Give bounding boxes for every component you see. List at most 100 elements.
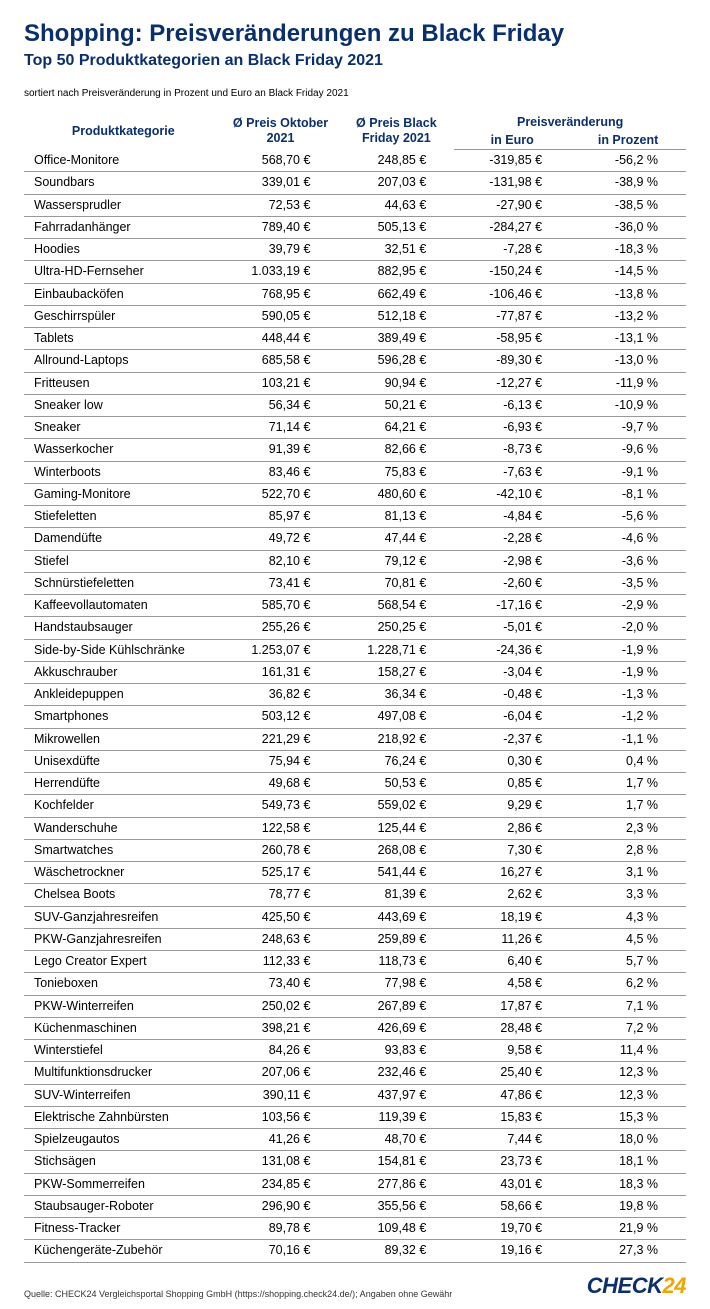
table-row: Staubsauger-Roboter296,90 €355,56 €58,66… xyxy=(24,1195,686,1217)
cell-value: 82,66 € xyxy=(338,439,454,461)
cell-value: -89,30 € xyxy=(454,350,570,372)
cell-value: 9,58 € xyxy=(454,1040,570,1062)
cell-value: 83,46 € xyxy=(223,461,339,483)
cell-value: -1,2 % xyxy=(570,706,686,728)
cell-category: Damendüfte xyxy=(24,528,223,550)
cell-category: Einbaubacköfen xyxy=(24,283,223,305)
cell-value: -1,1 % xyxy=(570,728,686,750)
cell-category: Fritteusen xyxy=(24,372,223,394)
table-row: Spielzeugautos41,26 €48,70 €7,44 €18,0 % xyxy=(24,1129,686,1151)
cell-category: Winterstiefel xyxy=(24,1040,223,1062)
table-row: Damendüfte49,72 €47,44 €-2,28 €-4,6 % xyxy=(24,528,686,550)
cell-category: SUV-Ganzjahresreifen xyxy=(24,906,223,928)
cell-value: 77,98 € xyxy=(338,973,454,995)
cell-value: 32,51 € xyxy=(338,239,454,261)
table-row: Allround-Laptops685,58 €596,28 €-89,30 €… xyxy=(24,350,686,372)
table-row: Wanderschuhe122,58 €125,44 €2,86 €2,3 % xyxy=(24,817,686,839)
cell-value: 207,03 € xyxy=(338,172,454,194)
table-row: Chelsea Boots78,77 €81,39 €2,62 €3,3 % xyxy=(24,884,686,906)
cell-category: Smartwatches xyxy=(24,839,223,861)
cell-value: 218,92 € xyxy=(338,728,454,750)
header-change-euro: in Euro xyxy=(454,131,570,150)
cell-value: 789,40 € xyxy=(223,216,339,238)
cell-value: 596,28 € xyxy=(338,350,454,372)
cell-value: 248,85 € xyxy=(338,150,454,172)
cell-category: Tonieboxen xyxy=(24,973,223,995)
cell-value: 103,56 € xyxy=(223,1106,339,1128)
cell-value: -38,5 % xyxy=(570,194,686,216)
cell-value: 15,83 € xyxy=(454,1106,570,1128)
cell-value: 1.033,19 € xyxy=(223,261,339,283)
price-table: Produktkategorie Ø Preis Oktober 2021 Ø … xyxy=(24,113,686,1263)
cell-value: -6,93 € xyxy=(454,417,570,439)
cell-value: 590,05 € xyxy=(223,305,339,327)
cell-value: 17,87 € xyxy=(454,995,570,1017)
cell-value: 73,40 € xyxy=(223,973,339,995)
cell-value: 64,21 € xyxy=(338,417,454,439)
cell-value: -9,1 % xyxy=(570,461,686,483)
cell-category: Stiefel xyxy=(24,550,223,572)
cell-value: -1,3 % xyxy=(570,684,686,706)
logo-text-check: CHECK xyxy=(587,1273,663,1299)
cell-value: 448,44 € xyxy=(223,328,339,350)
cell-category: Office-Monitore xyxy=(24,150,223,172)
cell-category: Lego Creator Expert xyxy=(24,951,223,973)
cell-category: Wäschetrockner xyxy=(24,862,223,884)
cell-value: 85,97 € xyxy=(223,506,339,528)
cell-value: 12,3 % xyxy=(570,1084,686,1106)
cell-category: Akkuschrauber xyxy=(24,661,223,683)
table-row: PKW-Ganzjahresreifen248,63 €259,89 €11,2… xyxy=(24,928,686,950)
cell-value: 47,44 € xyxy=(338,528,454,550)
table-row: Kaffeevollautomaten585,70 €568,54 €-17,1… xyxy=(24,595,686,617)
cell-value: -24,36 € xyxy=(454,639,570,661)
cell-value: -106,46 € xyxy=(454,283,570,305)
cell-value: 4,5 % xyxy=(570,928,686,950)
cell-value: 27,3 % xyxy=(570,1240,686,1262)
cell-category: Hoodies xyxy=(24,239,223,261)
table-row: Akkuschrauber161,31 €158,27 €-3,04 €-1,9… xyxy=(24,661,686,683)
table-row: Wäschetrockner525,17 €541,44 €16,27 €3,1… xyxy=(24,862,686,884)
cell-category: PKW-Ganzjahresreifen xyxy=(24,928,223,950)
header-change-pct: in Prozent xyxy=(570,131,686,150)
cell-value: -1,9 % xyxy=(570,639,686,661)
table-row: Lego Creator Expert112,33 €118,73 €6,40 … xyxy=(24,951,686,973)
cell-value: -131,98 € xyxy=(454,172,570,194)
cell-value: 2,62 € xyxy=(454,884,570,906)
cell-value: 0,85 € xyxy=(454,773,570,795)
cell-value: 154,81 € xyxy=(338,1151,454,1173)
cell-value: -3,6 % xyxy=(570,550,686,572)
cell-value: -18,3 % xyxy=(570,239,686,261)
cell-value: -0,48 € xyxy=(454,684,570,706)
table-row: Ankleidepuppen36,82 €36,34 €-0,48 €-1,3 … xyxy=(24,684,686,706)
cell-value: -284,27 € xyxy=(454,216,570,238)
cell-value: 512,18 € xyxy=(338,305,454,327)
cell-value: 89,78 € xyxy=(223,1218,339,1240)
table-row: Küchengeräte-Zubehör70,16 €89,32 €19,16 … xyxy=(24,1240,686,1262)
cell-value: 75,94 € xyxy=(223,750,339,772)
cell-value: 48,70 € xyxy=(338,1129,454,1151)
cell-category: PKW-Sommerreifen xyxy=(24,1173,223,1195)
cell-value: 768,95 € xyxy=(223,283,339,305)
cell-category: PKW-Winterreifen xyxy=(24,995,223,1017)
cell-value: 89,32 € xyxy=(338,1240,454,1262)
cell-value: 19,16 € xyxy=(454,1240,570,1262)
cell-value: 4,58 € xyxy=(454,973,570,995)
table-row: Tablets448,44 €389,49 €-58,95 €-13,1 % xyxy=(24,328,686,350)
cell-value: 480,60 € xyxy=(338,483,454,505)
cell-value: 268,08 € xyxy=(338,839,454,861)
cell-value: 568,70 € xyxy=(223,150,339,172)
cell-value: 36,82 € xyxy=(223,684,339,706)
cell-category: Elektrische Zahnbürsten xyxy=(24,1106,223,1128)
cell-value: 443,69 € xyxy=(338,906,454,928)
cell-category: Allround-Laptops xyxy=(24,350,223,372)
cell-value: -2,9 % xyxy=(570,595,686,617)
cell-value: 78,77 € xyxy=(223,884,339,906)
cell-value: -17,16 € xyxy=(454,595,570,617)
cell-value: 73,41 € xyxy=(223,572,339,594)
cell-value: 21,9 % xyxy=(570,1218,686,1240)
table-row: Unisexdüfte75,94 €76,24 €0,30 €0,4 % xyxy=(24,750,686,772)
cell-value: -4,84 € xyxy=(454,506,570,528)
page-subtitle: Top 50 Produktkategorien an Black Friday… xyxy=(24,52,686,70)
table-row: Handstaubsauger255,26 €250,25 €-5,01 €-2… xyxy=(24,617,686,639)
table-row: Wassersprudler72,53 €44,63 €-27,90 €-38,… xyxy=(24,194,686,216)
